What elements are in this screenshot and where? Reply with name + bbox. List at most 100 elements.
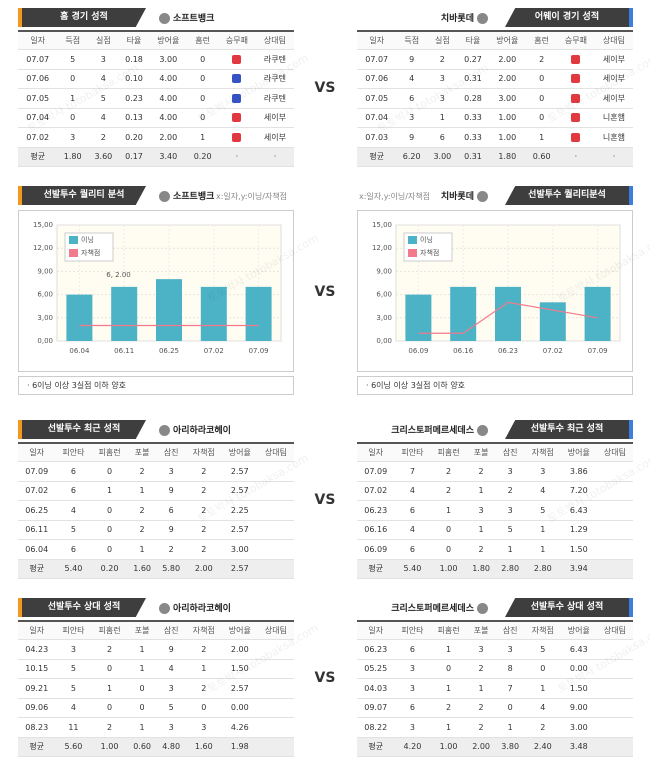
cell: 3 xyxy=(57,127,89,148)
column-header: 포볼 xyxy=(127,621,157,640)
panel-header: 선발투수 최근 성적 아리하라코헤이 xyxy=(18,420,294,439)
cell: 06.09 xyxy=(357,539,395,560)
cell: 0 xyxy=(495,698,525,718)
team-name: 치바롯데 xyxy=(440,14,474,24)
data-row: 06.25 4 0 2 6 2 2.25 xyxy=(18,500,294,521)
cell: 0 xyxy=(57,108,89,128)
column-header: 승무패 xyxy=(556,31,595,50)
cell: 0 xyxy=(187,69,218,89)
stats-table: 일자 피안타 피홈런 포볼 삼진 자책점 방어율 상대팀 07.09 6 0 2 3 2 2.57 07.02… xyxy=(18,442,294,579)
data-row: 07.07 5 3 0.18 3.00 0 라쿠텐 xyxy=(18,49,294,70)
data-row: 07.05 6 3 0.28 3.00 0 세이부 xyxy=(357,88,633,109)
cell: 4 xyxy=(88,69,119,89)
cell: 6.20 xyxy=(396,147,428,167)
chart-note: · 6이닝 이상 3실점 이하 양호 xyxy=(18,376,294,395)
cell: 5.60 xyxy=(55,737,92,757)
cell: 2 xyxy=(127,461,157,482)
cell: 2.57 xyxy=(221,559,258,579)
cell: 2 xyxy=(466,539,496,560)
cell: 2.00 xyxy=(149,127,188,148)
cell: 2 xyxy=(526,49,557,70)
panel: 선발투수 상대 성적 아리하라코헤이 일자 피안타 피홈런 포볼 삼진 자책점 방어율 상대팀 04… xyxy=(18,598,294,757)
cell: 4 xyxy=(55,500,92,521)
cell: 2 xyxy=(91,639,128,660)
column-header: 피홈런 xyxy=(91,621,128,640)
header-row: 일자 피안타 피홈런 포볼 삼진 자책점 방어율 상대팀 xyxy=(357,443,633,462)
data-row: 06.09 6 0 2 1 1 1.50 xyxy=(357,539,633,560)
cell: 0 xyxy=(91,698,128,718)
cell: 3 xyxy=(185,717,222,738)
cell: 3 xyxy=(495,461,525,482)
cell: 2 xyxy=(127,500,157,521)
cell: 0.13 xyxy=(118,108,150,128)
tab: 선발투수 최근 성적 xyxy=(18,420,146,439)
cell: 평균 xyxy=(357,147,397,167)
column-header: 상대팀 xyxy=(257,621,294,640)
data-row: 07.06 4 3 0.31 2.00 0 세이부 xyxy=(357,69,633,89)
cell: 2.57 xyxy=(221,461,258,482)
data-row: 07.02 4 2 1 2 4 7.20 xyxy=(357,481,633,501)
header-row: 일자 득점 실점 타율 방어율 홈런 승무패 상대팀 xyxy=(357,31,633,50)
cell: 1 xyxy=(526,127,557,148)
cell: 평균 xyxy=(18,147,58,167)
column-header: 삼진 xyxy=(495,621,525,640)
cell: 4.00 xyxy=(149,69,188,89)
column-header: 득점 xyxy=(396,31,428,50)
column-header: 방어율 xyxy=(221,443,258,462)
bar xyxy=(584,286,611,341)
cell: 07.09 xyxy=(357,461,395,482)
cell: · xyxy=(217,147,256,167)
y-tick-label: 0,00 xyxy=(376,337,392,345)
cell: 2 xyxy=(466,717,496,738)
cell: 06.11 xyxy=(18,520,56,540)
y-tick-label: 3,00 xyxy=(37,314,53,322)
cell: 1.60 xyxy=(127,559,157,579)
column-header: 방어율 xyxy=(560,621,597,640)
header-row: 일자 피안타 피홈런 포볼 삼진 자책점 방어율 상대팀 xyxy=(18,443,294,462)
team-icon xyxy=(477,425,488,436)
cell: 2 xyxy=(185,481,222,501)
team: 크리스토퍼메르세데스 xyxy=(391,601,491,614)
result-icon xyxy=(571,54,581,64)
average-row: 평균 6.20 3.00 0.31 1.80 0.60 · · xyxy=(357,147,633,167)
data-row: 06.23 6 1 3 3 5 6.43 xyxy=(357,639,633,660)
cell: 07.06 xyxy=(357,69,397,89)
result-cell xyxy=(556,127,595,148)
cell: 1.00 xyxy=(488,127,527,148)
data-row: 08.23 11 2 1 3 3 4.26 xyxy=(18,717,294,738)
cell: 0.20 xyxy=(118,127,150,148)
cell: 0 xyxy=(127,678,157,699)
empty-cell xyxy=(257,678,294,699)
cell: 3 xyxy=(156,678,186,699)
cell: 08.23 xyxy=(18,717,56,738)
team-icon xyxy=(159,13,170,24)
cell: 1 xyxy=(427,108,458,128)
stats-table: 일자 피안타 피홈런 포볼 삼진 자책점 방어율 상대팀 07.09 7 2 2 3 3 3.86 07.02… xyxy=(357,442,633,579)
tab: 홈 경기 성적 xyxy=(18,8,146,27)
data-row: 06.23 6 1 3 3 5 6.43 xyxy=(357,500,633,521)
cell: 평균 xyxy=(18,559,56,579)
cell: 9 xyxy=(156,520,186,540)
cell: 07.04 xyxy=(18,108,58,128)
cell: 07.07 xyxy=(357,49,397,70)
cell: 2 xyxy=(88,127,119,148)
cell: 세이부 xyxy=(255,108,294,128)
cell: 니혼햄 xyxy=(594,108,633,128)
data-row: 07.09 6 0 2 3 2 2.57 xyxy=(18,461,294,482)
cell: 2.00 xyxy=(221,639,258,660)
cell: 6.43 xyxy=(560,639,597,660)
cell: 1 xyxy=(185,659,222,679)
cell: 4 xyxy=(156,659,186,679)
cell: 06.23 xyxy=(357,500,395,521)
cell: 3 xyxy=(466,500,496,521)
cell: 11 xyxy=(55,717,92,738)
cell: 0.60 xyxy=(526,147,557,167)
cell: 0 xyxy=(91,539,128,560)
bar xyxy=(450,286,477,341)
column-header: 실점 xyxy=(427,31,458,50)
cell: 3 xyxy=(394,717,431,738)
team: 소프트뱅크 xyxy=(156,189,214,202)
result-cell xyxy=(556,49,595,70)
result-cell xyxy=(217,127,256,148)
team-icon xyxy=(159,425,170,436)
